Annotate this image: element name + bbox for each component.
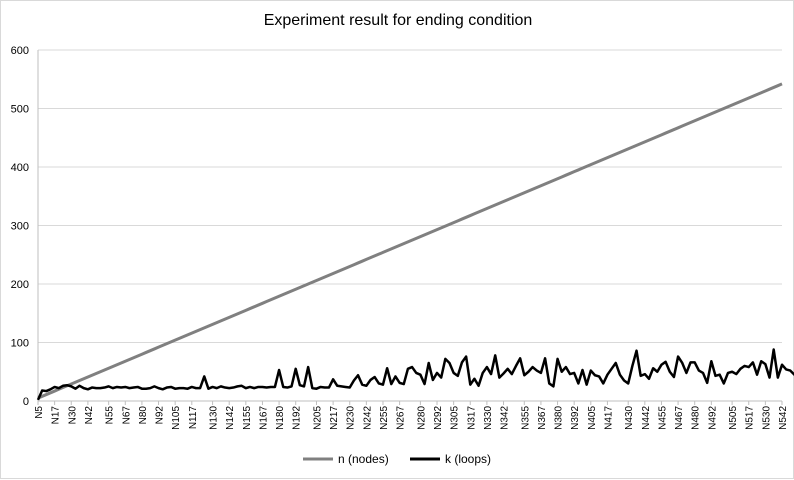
x-tick-label: N117: [188, 406, 199, 430]
x-tick-label: N280: [416, 406, 427, 430]
legend-label-loops: k (loops): [445, 452, 491, 466]
x-tick-label: N217: [329, 406, 340, 430]
x-tick-label: N105: [171, 406, 182, 430]
y-tick-label: 600: [11, 45, 29, 57]
x-tick-label: N192: [292, 406, 303, 430]
x-tick-label: N505: [728, 406, 739, 430]
x-tick-label: N530: [761, 406, 772, 430]
y-tick-label: 200: [11, 279, 29, 291]
x-tick-label: N267: [396, 406, 407, 430]
x-tick-label: N205: [312, 406, 323, 430]
x-tick-label: N455: [657, 406, 668, 430]
x-tick-label: N167: [258, 406, 269, 430]
x-tick-label: N255: [379, 406, 390, 430]
x-tick-label: N42: [84, 406, 95, 425]
x-tick-label: N480: [691, 406, 702, 430]
y-tick-label: 400: [11, 162, 29, 174]
x-tick-label: N80: [138, 406, 149, 425]
x-tick-label: N442: [641, 406, 652, 430]
y-tick-label: 500: [11, 104, 29, 116]
x-tick-label: N417: [603, 406, 614, 430]
x-tick-label: N5: [34, 406, 45, 419]
legend-label-nodes: n (nodes): [338, 452, 389, 466]
x-tick-label: N330: [483, 406, 494, 430]
x-tick-label: N467: [674, 406, 685, 430]
x-tick-label: N155: [242, 406, 253, 430]
x-tick-label: N55: [105, 406, 116, 425]
x-tick-label: N342: [500, 406, 511, 430]
x-tick-label: N317: [466, 406, 477, 430]
y-tick-label: 300: [11, 221, 29, 233]
y-tick-label: 100: [11, 338, 29, 350]
x-tick-label: N292: [433, 406, 444, 430]
x-tick-label: N305: [450, 406, 461, 430]
y-tick-label: 0: [23, 396, 29, 408]
x-tick-label: N30: [67, 406, 78, 425]
x-tick-label: N355: [520, 406, 531, 430]
x-tick-label: N230: [346, 406, 357, 430]
series-line-loops: [36, 348, 794, 401]
x-tick-label: N130: [209, 406, 220, 430]
x-tick-label: N392: [570, 406, 581, 430]
x-tick-label: N242: [362, 406, 373, 430]
x-tick-label: N542: [778, 406, 789, 430]
x-tick-label: N367: [537, 406, 548, 430]
x-tick-label: N67: [121, 406, 132, 425]
x-tick-label: N380: [554, 406, 565, 430]
x-tick-label: N17: [51, 406, 62, 425]
x-tick-label: N517: [745, 406, 756, 430]
chart-title: Experiment result for ending condition: [263, 12, 533, 29]
x-tick-label: N92: [155, 406, 166, 425]
series-line-nodes: [37, 82, 783, 400]
x-tick-label: N142: [225, 406, 236, 430]
x-tick-label: N492: [707, 406, 718, 430]
x-tick-label: N430: [624, 406, 635, 430]
x-tick-label: N405: [587, 406, 598, 430]
x-tick-label: N180: [275, 406, 286, 430]
